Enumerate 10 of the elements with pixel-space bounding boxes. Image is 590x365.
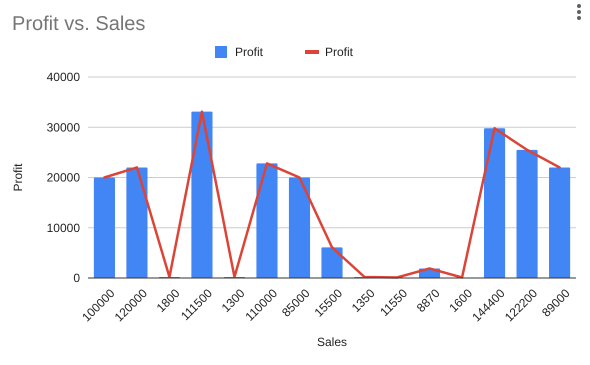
legend-label: Profit [235, 45, 264, 60]
chart-title: Profit vs. Sales [12, 13, 146, 35]
y-tick-label: 30000 [46, 120, 80, 134]
y-tick-label: 40000 [46, 70, 80, 84]
y-tick-label: 10000 [46, 220, 80, 235]
y-tick-label: 0 [73, 271, 80, 286]
y-axis-title: Profit [11, 162, 25, 192]
legend-label: Profit [325, 45, 354, 60]
y-tick-label: 20000 [46, 170, 80, 185]
x-axis-title: Sales [316, 335, 348, 349]
